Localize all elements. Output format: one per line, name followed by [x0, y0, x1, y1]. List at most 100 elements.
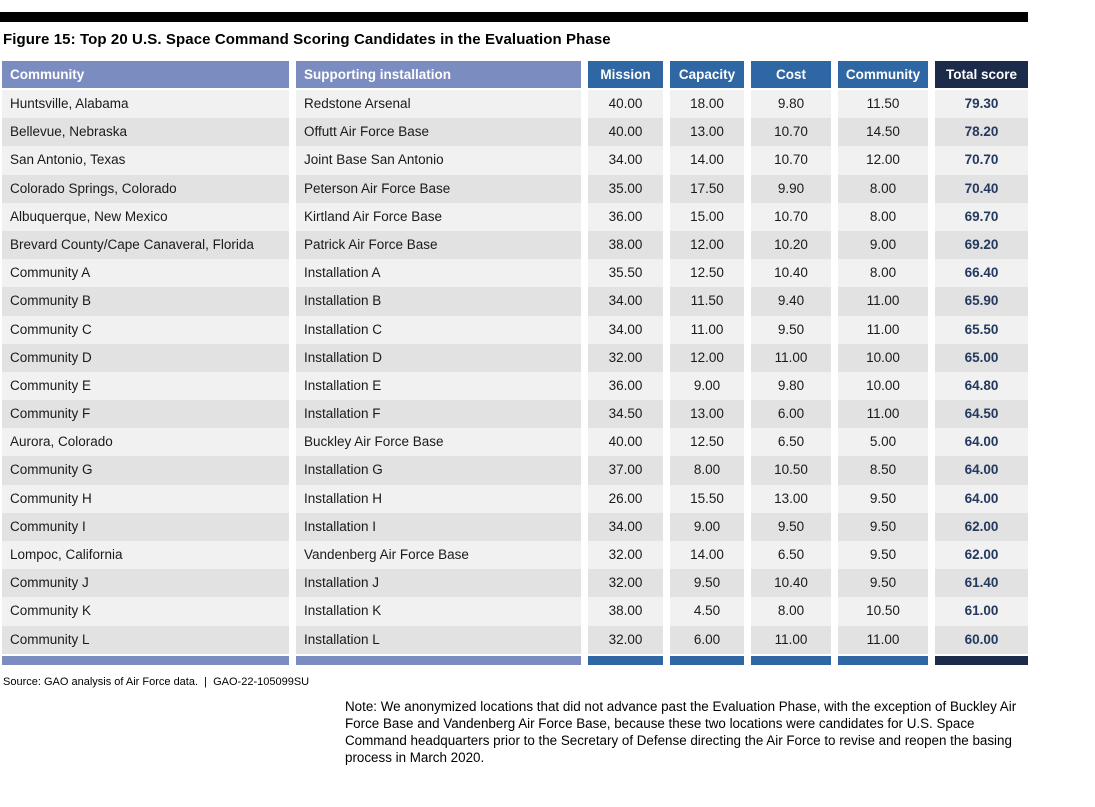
cell-mission: 32.00: [588, 625, 663, 654]
cell-community-score: 11.00: [838, 315, 928, 344]
cell-total-score: 65.00: [935, 343, 1028, 372]
cell-installation: Installation E: [296, 371, 581, 401]
table-row: Aurora, Colorado Buckley Air Force Base 40…: [2, 428, 1028, 457]
cell-cost: 11.00: [751, 625, 831, 654]
cell-installation: Installation B: [296, 287, 581, 316]
cell-installation: Installation A: [296, 259, 581, 288]
table-row: Community B Installation B 34.00 11.50 9.40 1…: [2, 287, 1028, 316]
cell-community: Community D: [2, 343, 289, 372]
cell-capacity: 15.00: [670, 202, 744, 231]
column-header-installation: Supporting installation: [296, 61, 581, 88]
column-header-community: Community: [2, 61, 289, 88]
cell-capacity: 9.00: [670, 371, 744, 401]
cell-community: Huntsville, Alabama: [2, 90, 289, 119]
cell-community-score: 5.00: [838, 428, 928, 457]
cell-cost: 10.70: [751, 146, 831, 175]
cell-cost: 9.50: [751, 315, 831, 344]
cell-cost: 10.70: [751, 202, 831, 231]
footer-bar-segment-community: [2, 655, 289, 665]
cell-total-score: 61.40: [935, 569, 1028, 598]
cell-capacity: 11.50: [670, 287, 744, 316]
cell-total-score: 60.00: [935, 625, 1028, 654]
cell-community: Lompoc, California: [2, 541, 289, 570]
table-row: Community L Installation L 32.00 6.00 11.00 1…: [2, 625, 1028, 654]
cell-mission: 40.00: [588, 118, 663, 147]
table-row: Community C Installation C 34.00 11.00 9.50 1…: [2, 315, 1028, 344]
cell-community: Community L: [2, 625, 289, 654]
cell-mission: 35.00: [588, 174, 663, 203]
cell-community: Aurora, Colorado: [2, 428, 289, 457]
table-row: Community F Installation F 34.50 13.00 6.00 1…: [2, 400, 1028, 429]
cell-installation: Installation G: [296, 456, 581, 485]
column-header-community-score: Community: [838, 61, 928, 88]
cell-mission: 34.00: [588, 146, 663, 175]
cell-community-score: 10.00: [838, 343, 928, 372]
cell-community: Community G: [2, 456, 289, 485]
cell-community: Community E: [2, 371, 289, 401]
cell-total-score: 69.20: [935, 230, 1028, 260]
cell-cost: 13.00: [751, 484, 831, 513]
cell-capacity: 14.00: [670, 541, 744, 570]
cell-community-score: 10.00: [838, 371, 928, 401]
cell-cost: 10.20: [751, 230, 831, 260]
cell-community-score: 11.00: [838, 625, 928, 654]
cell-installation: Installation K: [296, 597, 581, 626]
cell-community-score: 8.50: [838, 456, 928, 485]
cell-community-score: 14.50: [838, 118, 928, 147]
cell-installation: Installation H: [296, 484, 581, 513]
cell-community-score: 8.00: [838, 174, 928, 203]
cell-total-score: 65.90: [935, 287, 1028, 316]
figure-title: Figure 15: Top 20 U.S. Space Command Sco…: [3, 31, 611, 48]
note-text: Note: We anonymized locations that did n…: [345, 698, 1017, 766]
cell-mission: 38.00: [588, 230, 663, 260]
cell-installation: Installation J: [296, 569, 581, 598]
table-footer-bar: [2, 655, 1028, 665]
cell-capacity: 13.00: [670, 118, 744, 147]
cell-cost: 10.40: [751, 259, 831, 288]
column-header-cost: Cost: [751, 61, 831, 88]
cell-total-score: 78.20: [935, 118, 1028, 147]
footer-bar-segment-total-score: [935, 655, 1028, 665]
footer-bar-segment-cost: [751, 655, 831, 665]
cell-community: Community C: [2, 315, 289, 344]
cell-capacity: 6.00: [670, 625, 744, 654]
cell-cost: 10.50: [751, 456, 831, 485]
cell-cost: 9.80: [751, 371, 831, 401]
table-row: Community H Installation H 26.00 15.50 13.00…: [2, 484, 1028, 513]
cell-capacity: 12.50: [670, 428, 744, 457]
table-body: Huntsville, Alabama Redstone Arsenal 40.00…: [2, 90, 1028, 654]
cell-capacity: 13.00: [670, 400, 744, 429]
cell-cost: 11.00: [751, 343, 831, 372]
table-row: Community J Installation J 32.00 9.50 10.40 9…: [2, 569, 1028, 598]
cell-capacity: 12.50: [670, 259, 744, 288]
cell-community-score: 11.50: [838, 90, 928, 119]
cell-installation: Installation L: [296, 625, 581, 654]
cell-cost: 8.00: [751, 597, 831, 626]
cell-community: Community I: [2, 512, 289, 541]
cell-community: Community K: [2, 597, 289, 626]
cell-installation: Buckley Air Force Base: [296, 428, 581, 457]
cell-cost: 9.90: [751, 174, 831, 203]
table-header-row: Community Supporting installation Mission C…: [2, 61, 1028, 88]
cell-total-score: 62.00: [935, 541, 1028, 570]
top-black-rule: [0, 12, 1028, 22]
cell-total-score: 70.70: [935, 146, 1028, 175]
cell-mission: 32.00: [588, 343, 663, 372]
cell-mission: 37.00: [588, 456, 663, 485]
cell-community: Community F: [2, 400, 289, 429]
cell-community: Colorado Springs, Colorado: [2, 174, 289, 203]
table-row: Huntsville, Alabama Redstone Arsenal 40.00…: [2, 90, 1028, 119]
cell-total-score: 66.40: [935, 259, 1028, 288]
cell-community-score: 12.00: [838, 146, 928, 175]
footer-bar-segment-community-score: [838, 655, 928, 665]
cell-mission: 34.00: [588, 315, 663, 344]
cell-community-score: 8.00: [838, 259, 928, 288]
cell-capacity: 11.00: [670, 315, 744, 344]
cell-total-score: 61.00: [935, 597, 1028, 626]
footer-bar-segment-installation: [296, 655, 581, 665]
table-row: Brevard County/Cape Canaveral, Florida Pa…: [2, 230, 1028, 260]
cell-community-score: 9.50: [838, 541, 928, 570]
table-row: Community A Installation A 35.50 12.50 10.40…: [2, 259, 1028, 288]
cell-installation: Kirtland Air Force Base: [296, 202, 581, 231]
cell-installation: Installation I: [296, 512, 581, 541]
